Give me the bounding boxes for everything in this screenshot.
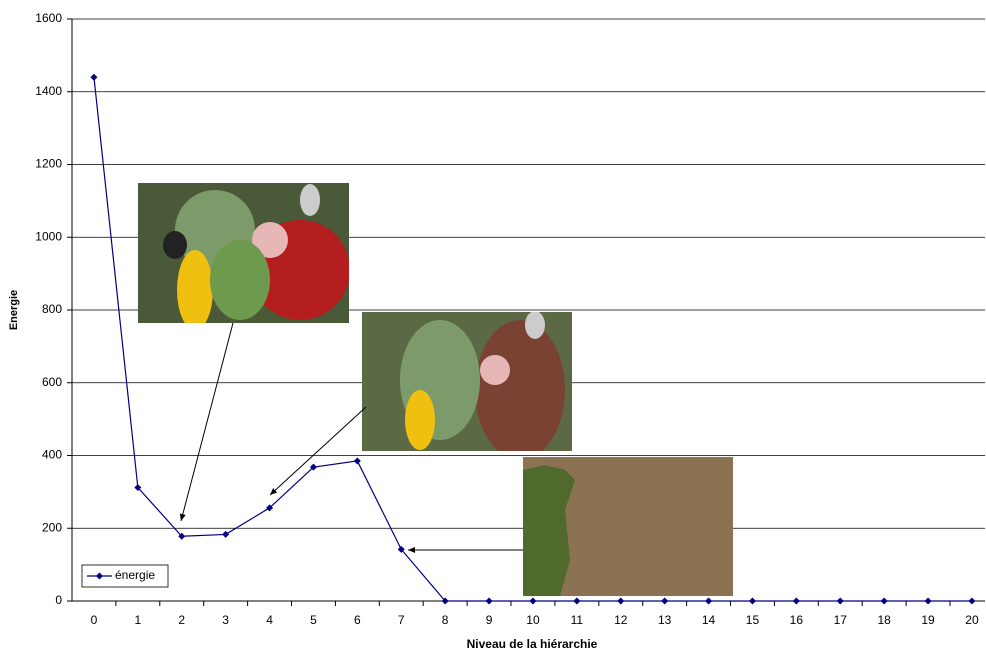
marker <box>573 597 581 605</box>
y-tick-label: 1200 <box>35 157 62 171</box>
marker <box>880 597 888 605</box>
y-tick-label: 400 <box>42 448 62 462</box>
x-tick-label: 18 <box>877 613 891 627</box>
legend-box <box>81 564 169 588</box>
y-axis-label: Energie <box>8 290 20 330</box>
marker <box>309 463 317 471</box>
marker <box>705 597 713 605</box>
marker <box>792 597 800 605</box>
marker <box>353 457 361 465</box>
x-tick-label: 12 <box>614 613 628 627</box>
x-tick-label: 8 <box>442 613 449 627</box>
x-tick-label: 14 <box>702 613 716 627</box>
x-tick-label: 4 <box>266 613 273 627</box>
legend-label: énergie <box>115 568 155 582</box>
x-tick-label: 3 <box>222 613 229 627</box>
x-tick-label: 13 <box>658 613 672 627</box>
x-tick-label: 6 <box>354 613 361 627</box>
marker <box>178 532 186 540</box>
x-tick-label: 1 <box>135 613 142 627</box>
legend-marker <box>96 572 103 580</box>
x-tick-label: 19 <box>921 613 935 627</box>
x-tick-label: 16 <box>790 613 804 627</box>
x-tick-label: 9 <box>486 613 493 627</box>
x-tick-label: 15 <box>746 613 760 627</box>
y-tick-label: 1400 <box>35 84 62 98</box>
image-2 <box>362 312 572 451</box>
y-tick-label: 1000 <box>35 229 62 243</box>
x-tick-label: 2 <box>178 613 185 627</box>
y-tick-label: 0 <box>55 593 62 607</box>
marker <box>529 597 537 605</box>
image-3 <box>523 457 733 596</box>
marker <box>836 597 844 605</box>
marker <box>441 597 449 605</box>
x-tick-label: 5 <box>310 613 317 627</box>
marker <box>90 73 98 81</box>
marker <box>222 530 230 538</box>
y-tick-label: 200 <box>42 520 62 534</box>
x-tick-label: 20 <box>965 613 979 627</box>
marker <box>661 597 669 605</box>
marker <box>266 504 274 512</box>
x-tick-label: 11 <box>571 613 584 627</box>
x-tick-label: 7 <box>398 613 405 627</box>
x-tick-label: 10 <box>526 613 540 627</box>
y-tick-label: 600 <box>42 375 62 389</box>
x-axis-label: Niveau de la hiérarchie <box>467 637 598 651</box>
arrow <box>269 406 367 496</box>
marker <box>748 597 756 605</box>
marker <box>134 484 142 492</box>
arrow <box>179 322 234 522</box>
x-tick-label: 17 <box>834 613 848 627</box>
x-tick-label: 0 <box>91 613 98 627</box>
image-1 <box>138 183 349 323</box>
marker <box>617 597 625 605</box>
marker <box>485 597 493 605</box>
marker <box>924 597 932 605</box>
marker <box>397 545 405 553</box>
y-tick-label: 800 <box>42 302 62 316</box>
marker <box>968 597 976 605</box>
y-tick-label: 1600 <box>35 11 62 25</box>
